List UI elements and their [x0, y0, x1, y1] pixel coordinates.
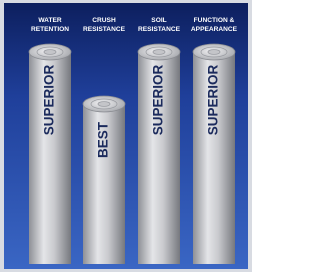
- page: {"columns": [ {"header": ["WATER", "RETE…: [0, 0, 252, 272]
- column-header: CRUSH: [92, 17, 116, 24]
- rating-label: SUPERIOR: [42, 64, 57, 135]
- column-header: FUNCTION &: [194, 17, 235, 24]
- rating-label: SUPERIOR: [206, 64, 221, 135]
- column-header: RETENTION: [31, 26, 69, 33]
- rating-label: BEST: [96, 121, 111, 158]
- column-header: RESISTANCE: [83, 26, 126, 33]
- column-header: APPEARANCE: [191, 26, 238, 33]
- cylinder: [83, 96, 125, 264]
- column-header: RESISTANCE: [138, 26, 181, 33]
- column-header: SOIL: [151, 17, 166, 24]
- infographic: WATER RETENTION CRUSH RESISTANCE SOIL RE…: [0, 0, 252, 272]
- column-header: WATER: [38, 17, 62, 24]
- rating-label: SUPERIOR: [151, 64, 166, 135]
